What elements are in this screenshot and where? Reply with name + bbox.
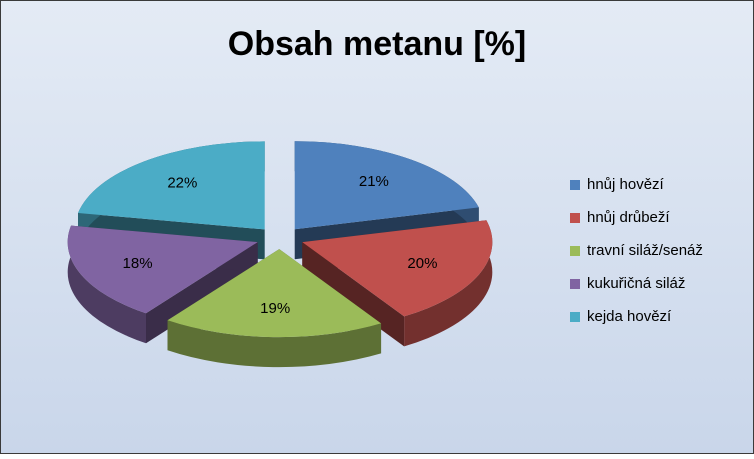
legend-swatch	[570, 312, 580, 322]
slice-wall	[404, 220, 493, 347]
legend-swatch	[570, 213, 580, 223]
pie-slice	[67, 225, 258, 314]
data-label: 20%	[407, 255, 437, 272]
pie-slice	[78, 141, 265, 230]
legend-label: hnůj drůbeží	[587, 209, 670, 226]
slice-wall	[167, 320, 382, 368]
data-label: 19%	[260, 300, 290, 317]
data-label: 18%	[123, 255, 153, 272]
data-label: 22%	[167, 174, 197, 191]
legend-label: kukuřičná siláž	[587, 275, 685, 292]
pie-slice	[294, 141, 479, 230]
pie-slice	[302, 220, 493, 317]
slice-wall	[67, 225, 147, 344]
legend-swatch	[570, 246, 580, 256]
slice-side	[302, 242, 405, 347]
chart-title: Obsah metanu [%]	[228, 25, 526, 63]
legend-swatch	[570, 180, 580, 190]
pie-slice	[167, 249, 382, 338]
legend-label: travní siláž/senáž	[587, 242, 703, 259]
data-label: 21%	[359, 173, 389, 190]
legend-label: kejda hovězí	[587, 308, 672, 325]
legend-swatch	[570, 279, 580, 289]
legend-label: hnůj hovězí	[587, 176, 665, 193]
